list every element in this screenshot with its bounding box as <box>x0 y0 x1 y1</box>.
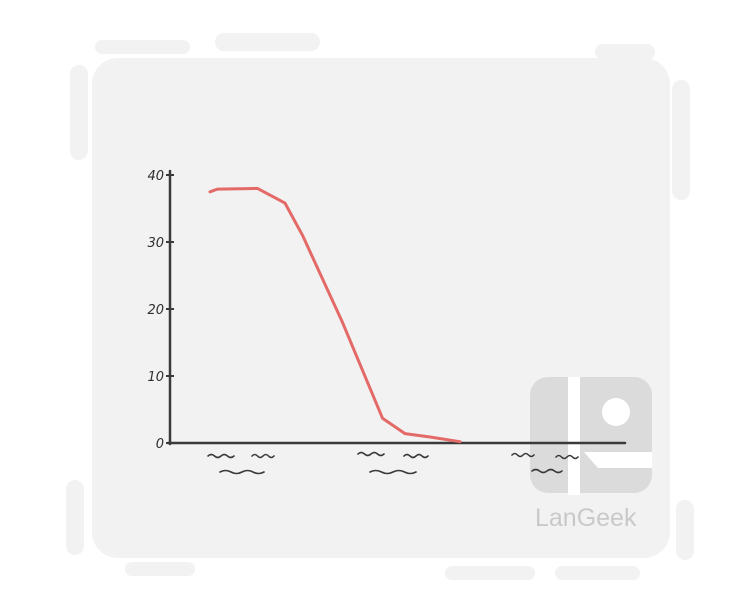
y-tick-label: 30 <box>147 236 164 251</box>
series-line <box>208 186 462 444</box>
x-tick-label-squiggle <box>555 454 579 460</box>
watermark-label: LanGeek <box>535 504 637 532</box>
x-tick-label-squiggle <box>251 453 275 459</box>
background-frame <box>66 33 694 580</box>
x-tick-label-squiggle <box>369 469 417 475</box>
langeek-logo: LanGeek <box>530 377 652 532</box>
y-tick-label: 20 <box>147 303 164 318</box>
y-tick-label: 40 <box>147 169 164 184</box>
x-axis-tick-labels-unreadable <box>207 451 579 475</box>
x-tick-label-squiggle <box>511 452 535 458</box>
x-tick-label-squiggle <box>219 469 265 475</box>
y-axis-ticks: 0 10 20 30 40 <box>147 169 174 452</box>
series-layer <box>208 186 462 444</box>
x-tick-label-squiggle <box>531 468 563 474</box>
x-tick-label-squiggle <box>403 453 429 459</box>
y-tick-label: 0 <box>156 437 164 452</box>
x-tick-label-squiggle <box>207 453 235 459</box>
x-tick-label-squiggle <box>357 451 385 457</box>
y-tick-label: 10 <box>147 370 164 385</box>
